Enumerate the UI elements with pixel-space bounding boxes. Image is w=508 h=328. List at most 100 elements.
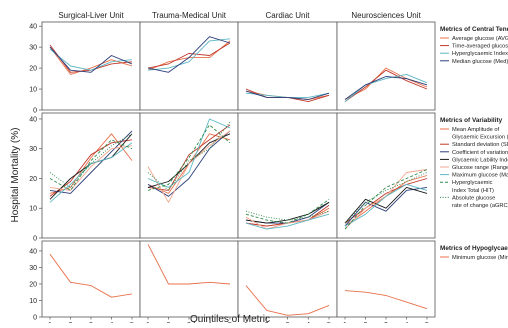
legend-column: Metrics of Central Tendency Average gluco… xyxy=(440,26,508,261)
unit-title-cardiac-unit: Cardiac Unit xyxy=(265,11,310,20)
legend-metrics-of-hypoglycaemia: Metrics of Hypoglycaemia Minimum glucose … xyxy=(440,245,508,261)
series-line-maximum-glucose-max xyxy=(245,213,330,230)
y-tick-label: 30 xyxy=(29,45,37,52)
legend-label: Absolute glucose xyxy=(452,195,495,201)
series-line-glucose-range-range xyxy=(147,130,231,203)
legend-label: Mean Amplitude of xyxy=(452,127,500,133)
series-line-median-glucose-med xyxy=(245,90,330,100)
series-line-minimum-glucose-min xyxy=(245,285,330,316)
legend-label: Time-averaged glucose (TAG) xyxy=(452,44,508,50)
panel-frame xyxy=(139,240,239,318)
panel-frame xyxy=(237,240,338,318)
panel-frame xyxy=(336,112,436,239)
legend-label: Hyperglycaemic xyxy=(452,180,493,186)
series-line-minimum-glucose-min xyxy=(147,244,231,285)
panel-metrics-of-central-tendency-cardiac-unit xyxy=(237,21,338,111)
panel-frame xyxy=(237,112,338,239)
panel-frame xyxy=(41,21,141,111)
series-line-hyperglycaemic-index-hi xyxy=(344,73,428,102)
legend-label: Glycaemic Lability Index (GLI) xyxy=(452,157,508,163)
series-line-time-averaged-glucose-tag xyxy=(344,69,428,102)
series-line-median-glucose-med xyxy=(147,36,231,73)
panel-frame xyxy=(139,21,239,111)
legend-label: Average glucose (AVG) xyxy=(452,36,508,42)
series-line-coefficient-of-variation-cv xyxy=(147,130,231,197)
series-line-standard-deviation-sd xyxy=(147,124,231,191)
unit-title-neurosciences-unit: Neurosciences Unit xyxy=(351,11,421,20)
series-line-absolute-glucose-rate-of-change-agrc xyxy=(245,210,330,221)
legend-label: Hyperglycaemic Index (HI) xyxy=(452,51,508,57)
legend-title: Metrics of Central Tendency xyxy=(440,26,508,33)
panel-frame xyxy=(336,21,436,111)
panel-metrics-of-central-tendency-surgical-liver-unit: 0 10 20 30 40 xyxy=(29,21,141,115)
y-tick-label: 20 xyxy=(29,66,37,73)
series-line-time-averaged-glucose-tag xyxy=(147,42,231,69)
panel-frame xyxy=(139,112,239,239)
legend-label: Glycaemic Excursion (MAGE) xyxy=(452,135,508,141)
legend-label: rate of change (aGRC) xyxy=(452,203,508,209)
legend-label: Maximum glucose (Max) xyxy=(452,173,508,179)
panel-metrics-of-central-tendency-trauma-medical-unit xyxy=(139,21,239,111)
legend-title: Metrics of Variability xyxy=(440,117,503,124)
panel-metrics-of-hypoglycaemia-surgical-liver-unit: 01020304012345 xyxy=(29,240,141,328)
series-line-hyperglycaemic-index-total-hit xyxy=(245,198,330,224)
legend-title: Metrics of Hypoglycaemia xyxy=(440,245,508,252)
legend-metrics-of-variability: Metrics of Variability Mean Amplitude of G… xyxy=(440,117,508,209)
y-axis-label: Hospital Mortality (%) xyxy=(10,127,21,222)
unit-title-trauma-medical-unit: Trauma-Medical Unit xyxy=(152,11,227,20)
series-line-glucose-range-range xyxy=(49,145,133,191)
series-line-minimum-glucose-min xyxy=(49,253,133,298)
legend-label: Index Total (HIT) xyxy=(452,188,494,194)
series-line-maximum-glucose-max xyxy=(344,183,428,227)
panel-metrics-of-hypoglycaemia-neurosciences-unit: 12345 xyxy=(336,240,436,328)
legend-label: Standard deviation (SD) xyxy=(452,142,508,148)
panel-metrics-of-variability-surgical-liver-unit: 0 10 20 30 40 xyxy=(29,112,141,243)
legend-metrics-of-central-tendency: Metrics of Central Tendency Average gluco… xyxy=(440,26,508,65)
y-tick-label: 20 xyxy=(29,176,37,183)
y-tick-label: 40 xyxy=(29,116,37,123)
x-axis-label: Quintiles of Metric xyxy=(190,314,270,323)
y-tick-label: 40 xyxy=(29,248,37,255)
series-line-absolute-glucose-rate-of-change-agrc xyxy=(49,133,133,188)
series-line-absolute-glucose-rate-of-change-agrc xyxy=(344,172,428,224)
legend-label: Coefficient of variation (CV) xyxy=(452,150,508,156)
panel-metrics-of-variability-neurosciences-unit xyxy=(336,112,436,239)
series-line-average-glucose-avg xyxy=(49,46,133,75)
series-line-average-glucose-avg xyxy=(344,67,428,100)
panel-metrics-of-central-tendency-neurosciences-unit xyxy=(336,21,436,111)
y-tick-label: 40 xyxy=(29,24,37,31)
y-tick-label: 10 xyxy=(29,206,37,213)
series-line-hyperglycaemic-index-total-hit xyxy=(344,169,428,230)
series-line-absolute-glucose-rate-of-change-agrc xyxy=(147,121,231,191)
panel-grid: Surgical-Liver Unit Trauma-Medical Unit Ca… xyxy=(29,11,436,328)
legend-label: Minimum glucose (Min) xyxy=(452,255,508,261)
y-tick-label: 10 xyxy=(29,298,37,305)
unit-title-surgical-liver-unit: Surgical-Liver Unit xyxy=(58,11,124,20)
y-tick-label: 20 xyxy=(29,281,37,288)
panel-metrics-of-variability-trauma-medical-unit xyxy=(139,112,239,239)
panel-frame xyxy=(41,112,141,239)
series-line-median-glucose-med xyxy=(344,76,428,100)
series-line-minimum-glucose-min xyxy=(344,290,428,310)
legend-label: Glucose range (Range) xyxy=(452,165,508,171)
y-tick-label: 0 xyxy=(33,315,37,322)
y-tick-label: 30 xyxy=(29,146,37,153)
y-tick-label: 10 xyxy=(29,87,37,94)
panel-metrics-of-hypoglycaemia-trauma-medical-unit: 12345 xyxy=(139,240,239,328)
panel-metrics-of-variability-cardiac-unit xyxy=(237,112,338,239)
series-line-glycaemic-lability-index-gli xyxy=(344,186,428,224)
y-tick-label: 0 xyxy=(33,236,37,243)
panel-frame xyxy=(336,240,436,318)
y-tick-label: 30 xyxy=(29,265,37,272)
series-line-hyperglycaemic-index-total-hit xyxy=(49,139,133,191)
y-tick-label: 0 xyxy=(33,108,37,115)
series-line-maximum-glucose-max xyxy=(49,142,133,203)
series-line-median-glucose-med xyxy=(49,46,133,73)
legend-label: Median glucose (Med) xyxy=(452,59,508,65)
series-line-coefficient-of-variation-cv xyxy=(49,130,133,194)
series-line-hyperglycaemic-index-hi xyxy=(49,48,133,71)
panel-metrics-of-hypoglycaemia-cardiac-unit: 12345 xyxy=(237,240,338,328)
panel-frame xyxy=(41,240,141,318)
